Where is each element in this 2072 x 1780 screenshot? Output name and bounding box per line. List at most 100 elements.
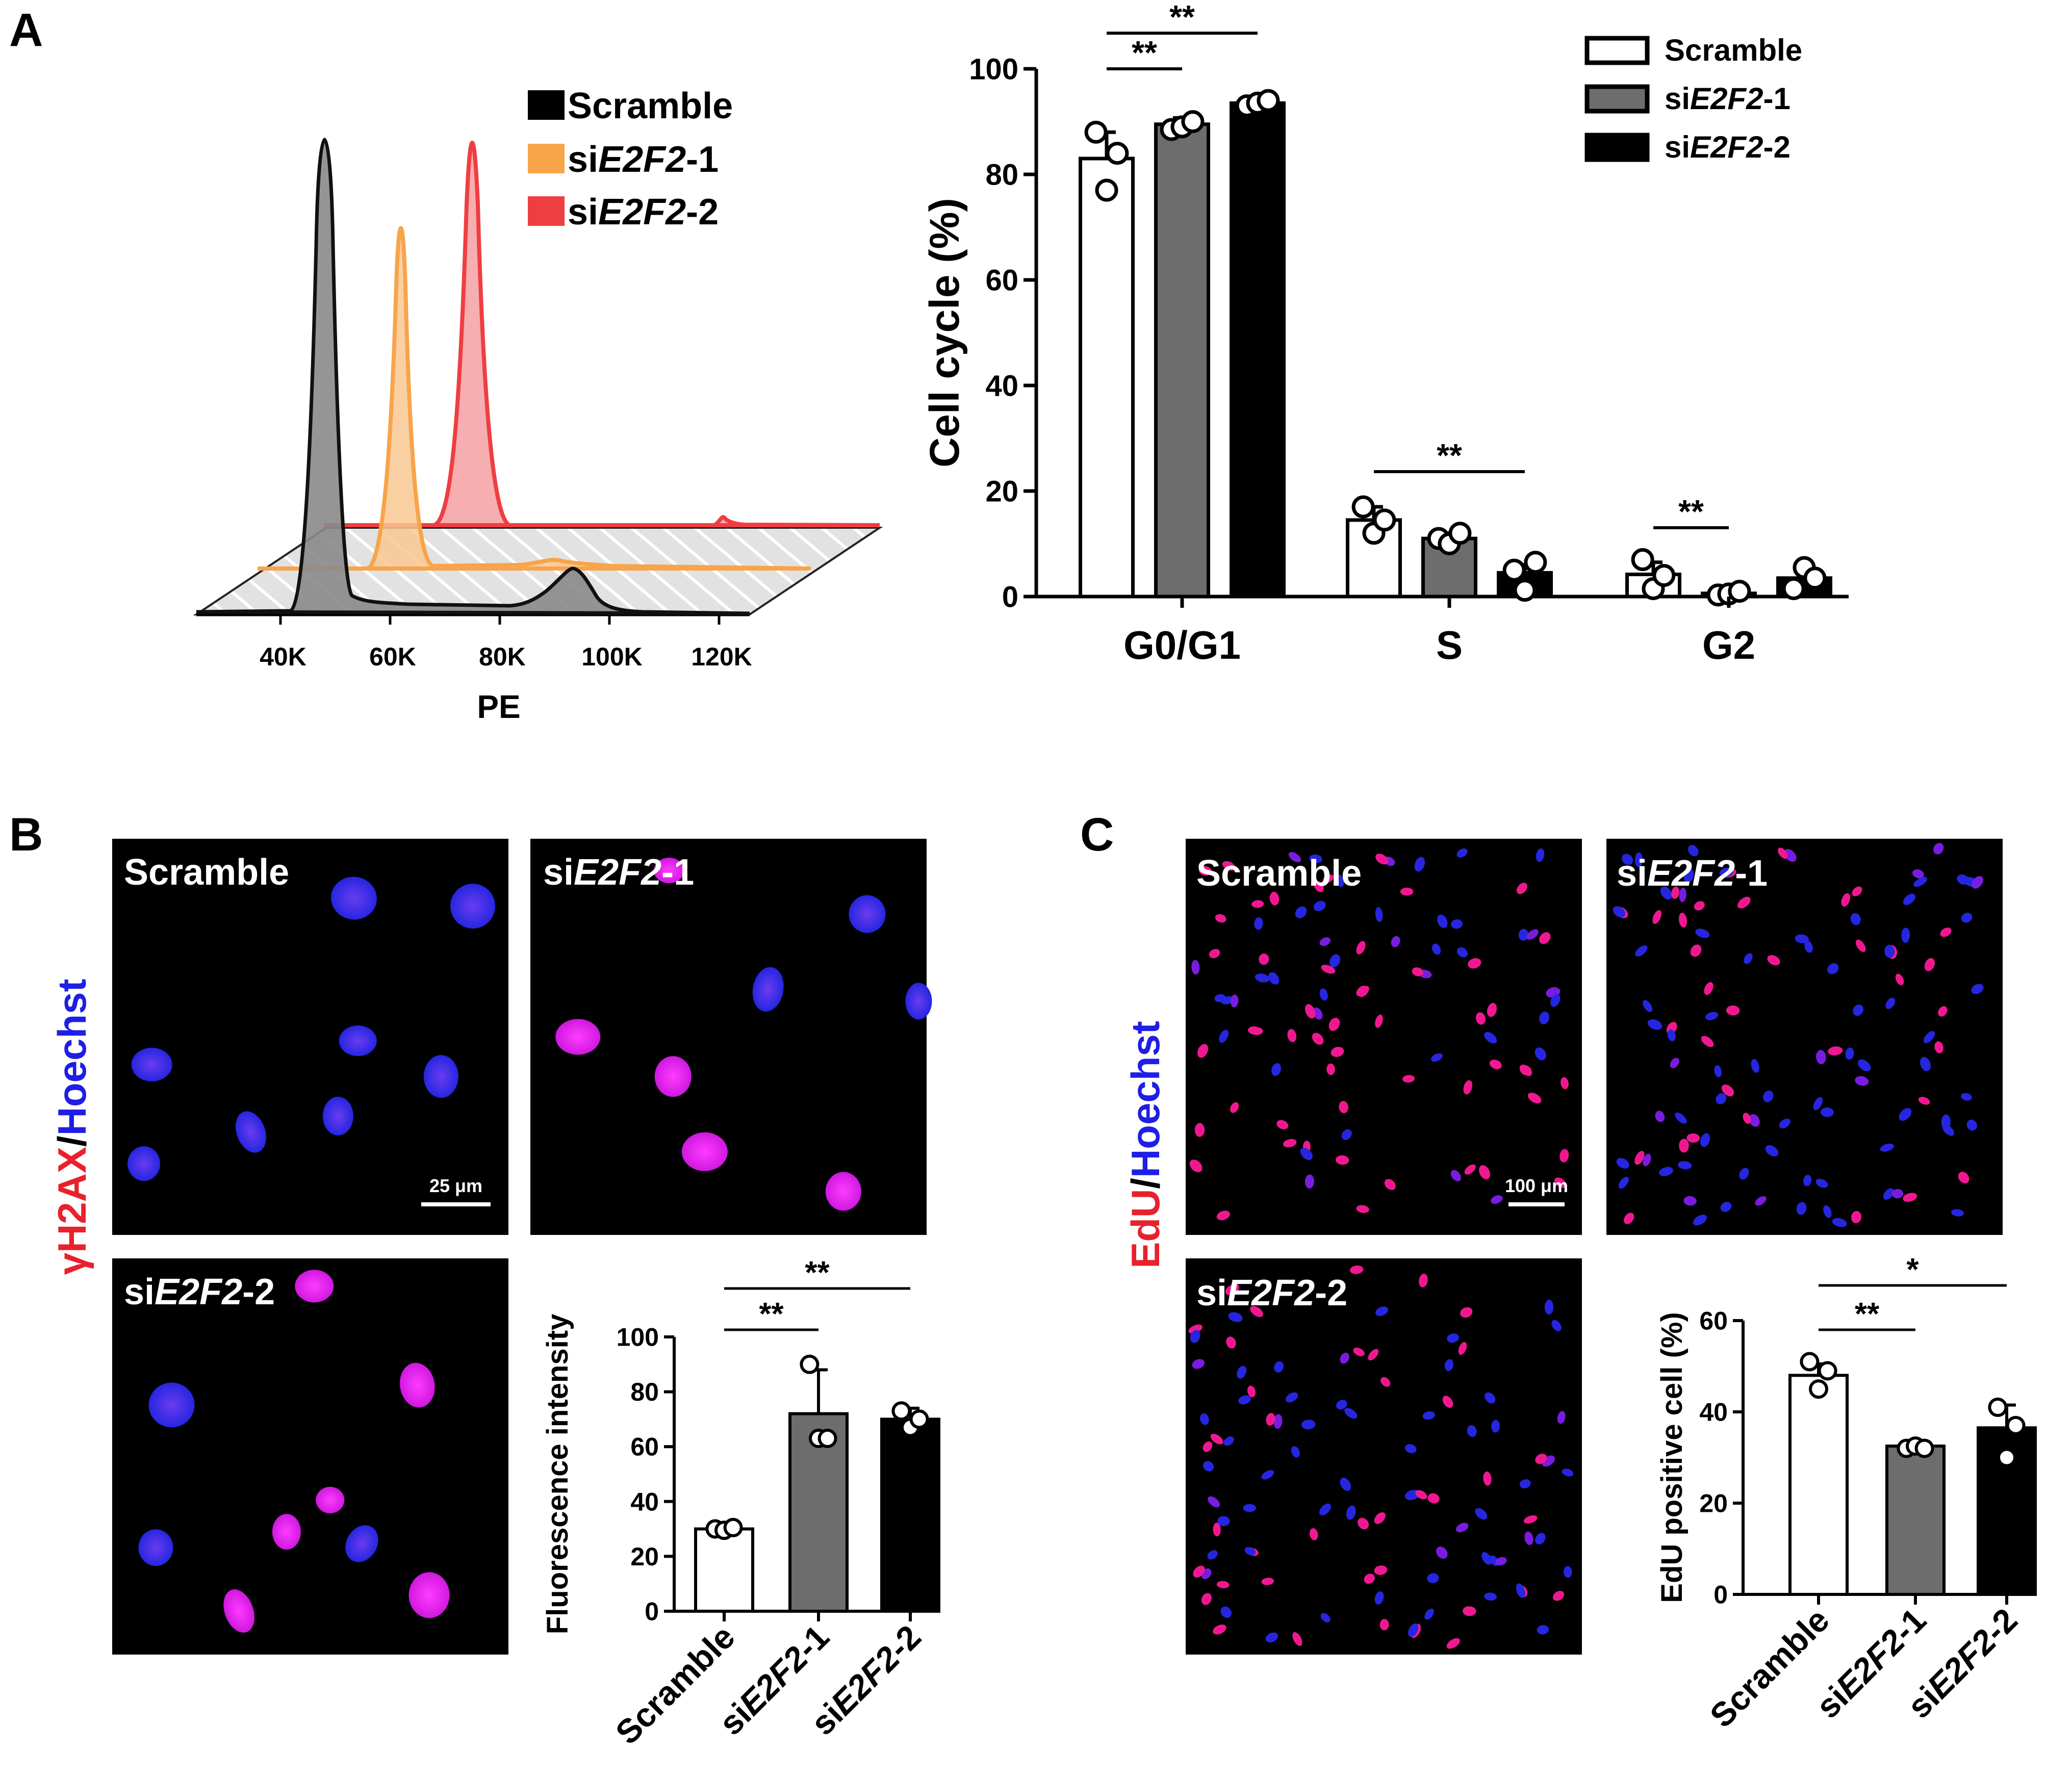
nucleus (1779, 1118, 1790, 1129)
nucleus (1958, 1172, 1969, 1183)
nucleus (1561, 1077, 1569, 1090)
nucleus (1971, 984, 1984, 994)
y-tick-label: 20 (985, 475, 1018, 508)
nucleus (1821, 1107, 1834, 1117)
micrograph-b-scramble (112, 839, 508, 1235)
nucleus (654, 1056, 692, 1097)
nucleus (1622, 854, 1633, 865)
legend-label: Scramble (1665, 33, 1802, 67)
nucleus (555, 1019, 601, 1055)
nucleus (1803, 1175, 1812, 1186)
nucleus (1903, 893, 1915, 905)
bar-siE2F2-1-G0/G1 (1154, 122, 1210, 599)
nucleus (331, 876, 377, 920)
nucleus (1516, 1583, 1525, 1598)
nucleus (752, 967, 784, 1012)
nucleus (1899, 1108, 1912, 1121)
y-tick-label: 0 (1002, 580, 1018, 613)
nucleus (1479, 1165, 1491, 1179)
nucleus (1456, 848, 1468, 858)
data-point (723, 1517, 743, 1537)
nucleus (1228, 1312, 1243, 1322)
nucleus (1230, 994, 1239, 1008)
nucleus (1484, 1592, 1497, 1601)
x-tick-label: S (1436, 623, 1463, 667)
data-point (1084, 120, 1108, 144)
nucleus (1913, 876, 1928, 887)
nucleus (1686, 1133, 1700, 1143)
nucleus (148, 1382, 195, 1428)
nucleus (1815, 1050, 1826, 1065)
nucleus (905, 983, 932, 1020)
nucleus (1460, 1307, 1473, 1318)
nucleus (1495, 1557, 1507, 1566)
nucleus (1203, 1461, 1214, 1472)
significance-label: ** (759, 1297, 784, 1332)
y-axis-title: Cell cycle (%) (922, 198, 968, 468)
nucleus (1655, 1111, 1665, 1122)
data-point (1800, 1352, 1820, 1372)
nucleus (1972, 876, 1983, 889)
nucleus (1203, 1441, 1213, 1452)
histogram-ticks (279, 614, 721, 625)
nucleus (1408, 1623, 1419, 1637)
nucleus (1442, 1396, 1453, 1408)
nucleus (1415, 1490, 1427, 1500)
nucleus (1476, 1012, 1486, 1025)
nucleus (1230, 1102, 1239, 1113)
nucleus (1207, 1550, 1218, 1560)
data-point (909, 1409, 929, 1429)
nucleus (1213, 1624, 1226, 1635)
nucleus (1285, 1392, 1298, 1403)
nucleus (1436, 1546, 1448, 1559)
panel-letter-c: C (1080, 809, 1114, 861)
nucleus (1940, 927, 1952, 937)
nucleus (1309, 854, 1322, 864)
nucleus (1895, 973, 1904, 986)
nucleus (1194, 1123, 1205, 1137)
nucleus (1463, 1080, 1473, 1095)
y-tick-label: 60 (1699, 1307, 1728, 1335)
nucleus (1564, 1566, 1572, 1578)
data-point (1351, 495, 1375, 519)
nucleus (1190, 1330, 1200, 1343)
nucleus (1485, 1392, 1496, 1404)
nucleus (1220, 1606, 1232, 1618)
nucleus (1322, 874, 1334, 884)
nucleus (1813, 1097, 1823, 1111)
nucleus (1933, 843, 1944, 855)
nucleus (1912, 869, 1924, 879)
nucleus (1524, 1531, 1533, 1545)
nucleus (1266, 1413, 1275, 1426)
nucleus (1857, 1059, 1871, 1072)
nucleus (681, 1132, 728, 1171)
data-point (1106, 142, 1129, 165)
nucleus (1783, 849, 1797, 862)
nucleus (1312, 1033, 1324, 1045)
hist-tick-label-40k: 40K (260, 642, 306, 671)
nucleus (1210, 1433, 1223, 1444)
data-point (1448, 522, 1472, 545)
nucleus (1340, 1352, 1349, 1364)
nucleus (322, 1096, 353, 1136)
nucleus (1353, 1348, 1365, 1356)
nucleus (1344, 1408, 1358, 1419)
nucleus (1350, 1265, 1364, 1274)
nucleus (1804, 941, 1813, 953)
nucleus (1319, 1503, 1332, 1515)
legend-label-scramble: Scramble (568, 86, 733, 126)
bar-siE2F2-2-G0/G1 (1230, 101, 1286, 599)
nucleus (1437, 914, 1448, 928)
nucleus (1261, 1470, 1274, 1480)
nucleus (1903, 1193, 1917, 1202)
nucleus (1238, 1395, 1251, 1405)
histogram-plot: 40K 60K 80K 100K 120K PE Scramble siE2F2… (193, 86, 883, 725)
data-point (1988, 1398, 2008, 1417)
nucleus (1551, 1320, 1562, 1331)
data-point (1181, 110, 1205, 133)
nucleus (1693, 1215, 1707, 1226)
legend-label-sie2f2-1: siE2F2-1 (568, 139, 719, 180)
significance-label: ** (1678, 493, 1704, 530)
nucleus (1739, 1168, 1749, 1180)
nucleus (1938, 1006, 1948, 1017)
